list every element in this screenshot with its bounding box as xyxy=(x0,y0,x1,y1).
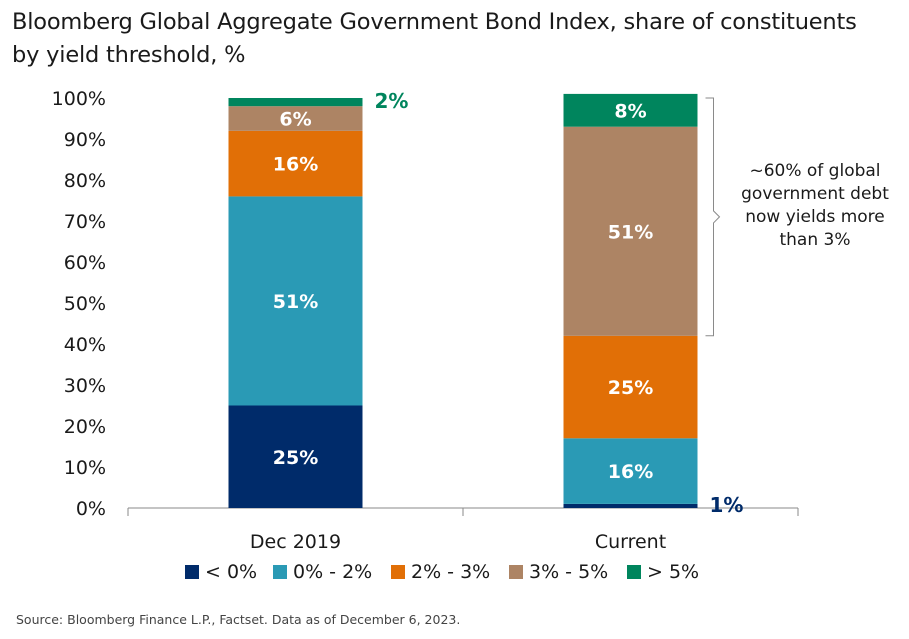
y-tick-label: 0% xyxy=(76,498,106,520)
data-label: 51% xyxy=(608,221,653,243)
source-note: Source: Bloomberg Finance L.P., Factset.… xyxy=(16,612,461,627)
legend-swatch xyxy=(273,565,287,579)
x-tick-label: Current xyxy=(595,531,666,553)
bar-segment xyxy=(563,438,698,504)
bar-segment xyxy=(563,503,698,508)
y-tick-label: 20% xyxy=(64,416,106,438)
legend-swatch xyxy=(509,565,523,579)
y-tick-label: 50% xyxy=(64,293,106,315)
legend-swatch xyxy=(627,565,641,579)
bar-segment xyxy=(228,106,363,131)
legend-label: < 0% xyxy=(205,561,257,583)
data-label: 16% xyxy=(273,154,318,176)
annotation-text: now yields more xyxy=(745,207,885,227)
annotation-text: government debt xyxy=(741,184,889,204)
y-tick-label: 30% xyxy=(64,375,106,397)
bar-segment xyxy=(228,130,363,197)
legend-label: 3% - 5% xyxy=(529,561,608,583)
legend-label: > 5% xyxy=(647,561,699,583)
annotation-text: ~60% of global xyxy=(749,161,880,181)
bar-segment xyxy=(228,405,363,508)
bar-segment xyxy=(228,98,363,107)
legend-label: 0% - 2% xyxy=(293,561,372,583)
y-tick-label: 40% xyxy=(64,334,106,356)
chart-title: Bloomberg Global Aggregate Government Bo… xyxy=(12,6,902,72)
legend-label: 2% - 3% xyxy=(411,561,490,583)
data-label: 8% xyxy=(614,100,646,122)
x-tick-label: Dec 2019 xyxy=(250,531,341,553)
legend-swatch xyxy=(391,565,405,579)
data-label: 25% xyxy=(608,377,653,399)
chart-title-line-2: by yield threshold, % xyxy=(12,42,246,68)
data-label: 51% xyxy=(273,291,318,313)
y-tick-label: 60% xyxy=(64,252,106,274)
bar-segment xyxy=(563,126,698,336)
legend-swatch xyxy=(185,565,199,579)
annotation-bracket xyxy=(705,97,721,337)
annotation-text: than 3% xyxy=(779,230,850,250)
data-label: 6% xyxy=(279,109,311,131)
bar-segment xyxy=(563,93,698,127)
bar-segment xyxy=(563,335,698,439)
data-label: 16% xyxy=(608,461,653,483)
chart-title-line-1: Bloomberg Global Aggregate Government Bo… xyxy=(12,9,857,35)
data-label-outside: 2% xyxy=(375,89,409,113)
data-label: 25% xyxy=(273,447,318,469)
y-tick-label: 10% xyxy=(64,457,106,479)
data-label-outside: 1% xyxy=(710,493,744,517)
bar-segment xyxy=(228,196,363,406)
y-tick-label: 70% xyxy=(64,211,106,233)
y-tick-label: 80% xyxy=(64,170,106,192)
y-tick-label: 90% xyxy=(64,129,106,151)
y-tick-label: 100% xyxy=(52,88,106,110)
